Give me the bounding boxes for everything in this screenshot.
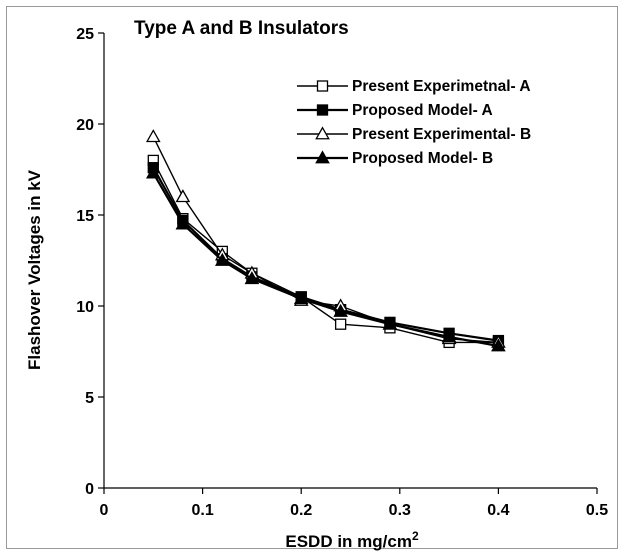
axes: 0 5 10 15 20 25 0 0.1 0.2 0.3 0.4 0.5 <box>76 26 608 519</box>
series-4-line <box>152 172 499 348</box>
data-point <box>293 291 309 305</box>
x-axis-title: ESDD in mg/cm2 <box>285 529 419 551</box>
y-axis-title: Flashover Voltages in kV <box>25 169 44 370</box>
series-4 <box>145 165 506 352</box>
data-point <box>244 271 260 285</box>
chart-frame <box>6 6 618 549</box>
y-tick-label: 0 <box>85 481 94 498</box>
series-1 <box>147 154 505 349</box>
x-tick-label: 0.5 <box>586 502 608 519</box>
legend-marker <box>315 150 330 164</box>
legend-item-3: Present Experimental- B <box>297 126 531 143</box>
legend-label: Proposed Model- A <box>352 102 493 119</box>
y-tick-label: 20 <box>76 117 94 134</box>
data-point <box>145 129 161 143</box>
data-point <box>333 303 348 317</box>
data-point <box>175 189 191 203</box>
x-tick-label: 0 <box>100 502 109 519</box>
data-point <box>175 216 191 230</box>
x-tick-label: 0.1 <box>191 502 213 519</box>
legend-marker <box>316 80 329 92</box>
y-axis-label: Flashover Voltages in kV <box>25 169 44 370</box>
series-1-line <box>152 160 499 344</box>
series-2 <box>147 162 505 347</box>
legend-item-4: Proposed Model- B <box>297 150 493 167</box>
x-tick-label: 0.2 <box>290 502 312 519</box>
legend-item-1: Present Experimetnal- A <box>297 78 531 95</box>
data-point <box>145 165 161 179</box>
legend-marker <box>315 126 330 140</box>
legend-marker <box>316 104 329 116</box>
legend-label: Present Experimetnal- A <box>352 78 531 95</box>
data-point <box>334 318 347 330</box>
x-tick-label: 0.4 <box>487 502 509 519</box>
legend-label: Present Experimental- B <box>352 126 531 143</box>
data-point <box>441 329 457 343</box>
x-axis-label-superscript: 2 <box>412 529 419 543</box>
legend-item-2: Proposed Model- A <box>297 102 493 119</box>
x-axis-label: ESDD in mg/cm <box>285 532 412 551</box>
data-point <box>215 252 230 266</box>
legend-label: Proposed Model- B <box>352 150 493 167</box>
series-3-line <box>152 136 499 344</box>
legend: Present Experimetnal- A Proposed Model- A… <box>297 78 531 167</box>
series-layer <box>145 129 506 352</box>
data-point <box>382 316 398 330</box>
y-tick-label: 15 <box>76 208 94 225</box>
y-tick-label: 10 <box>76 299 94 316</box>
x-tick-label: 0.3 <box>389 502 411 519</box>
chart-title: Type A and B Insulators <box>134 18 349 39</box>
y-tick-label: 25 <box>76 26 94 43</box>
data-point <box>491 338 506 352</box>
y-tick-label: 5 <box>85 390 94 407</box>
